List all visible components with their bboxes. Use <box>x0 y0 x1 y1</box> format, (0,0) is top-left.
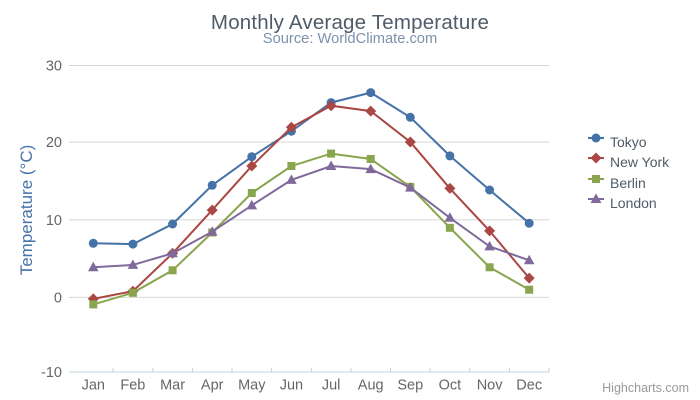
svg-text:Oct: Oct <box>439 378 462 394</box>
svg-text:Jan: Jan <box>82 378 105 394</box>
svg-text:20: 20 <box>46 135 62 151</box>
svg-text:Mar: Mar <box>160 378 185 394</box>
svg-text:May: May <box>238 378 266 394</box>
svg-text:10: 10 <box>46 213 62 229</box>
svg-text:Jul: Jul <box>322 378 341 394</box>
svg-text:Jun: Jun <box>280 378 303 394</box>
svg-text:Aug: Aug <box>358 378 384 394</box>
svg-text:Nov: Nov <box>477 378 504 394</box>
svg-text:Apr: Apr <box>201 378 224 394</box>
svg-text:30: 30 <box>46 59 62 75</box>
svg-text:Sep: Sep <box>397 378 423 394</box>
svg-text:-10: -10 <box>41 365 62 381</box>
svg-text:Feb: Feb <box>120 378 145 394</box>
svg-text:0: 0 <box>54 290 62 306</box>
svg-text:Dec: Dec <box>516 378 542 394</box>
